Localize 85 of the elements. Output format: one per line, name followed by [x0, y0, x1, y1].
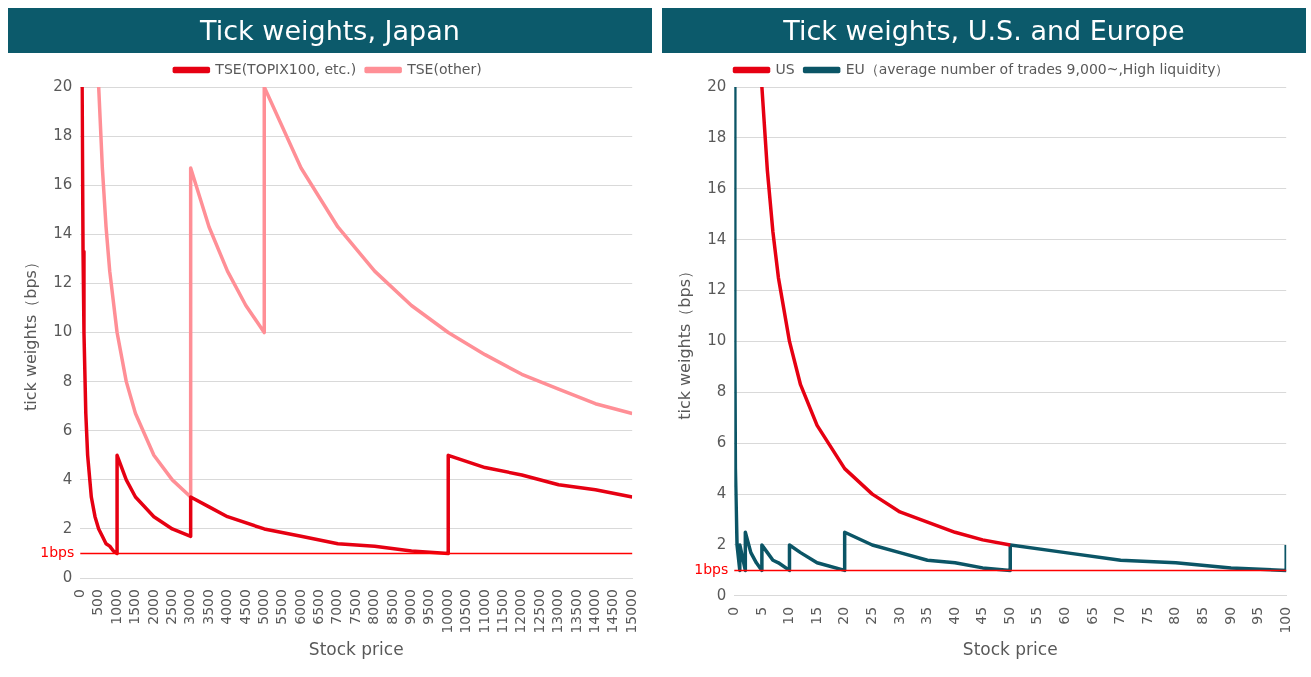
x-tick-label: 10000 — [438, 589, 455, 634]
y-tick-label: 18 — [53, 126, 73, 144]
x-tick-label: 4500 — [236, 589, 253, 625]
x-tick-label: 13500 — [567, 589, 584, 634]
y-axis-title: tick weights（bps） — [674, 263, 694, 420]
y-tick-label: 12 — [707, 280, 727, 299]
legend-label: TSE(TOPIX100, etc.) — [214, 60, 357, 77]
x-tick-label: 14000 — [586, 589, 603, 634]
x-axis-title: Stock price — [308, 639, 404, 660]
x-tick-label: 7500 — [346, 589, 363, 625]
y-tick-label: 0 — [62, 567, 73, 586]
ref-line-label: 1bps — [694, 561, 729, 578]
x-tick-label: 60 — [1056, 606, 1073, 625]
x-tick-label: 3000 — [181, 589, 198, 625]
x-tick-label: 95 — [1249, 606, 1266, 625]
x-tick-label: 9500 — [420, 589, 437, 625]
x-tick-label: 70 — [1111, 606, 1128, 625]
x-tick-label: 13000 — [549, 589, 566, 634]
y-tick-label: 10 — [707, 331, 727, 350]
x-tick-label: 4000 — [218, 589, 235, 625]
chart-title: Tick weights, U.S. and Europe — [662, 8, 1306, 53]
y-tick-label: 14 — [707, 229, 727, 248]
x-tick-label: 15000 — [622, 589, 639, 634]
x-tick-label: 6000 — [291, 589, 308, 625]
x-tick-label: 5 — [752, 606, 769, 616]
x-axis-title: Stock price — [962, 639, 1058, 660]
y-tick-label: 12 — [53, 273, 73, 292]
x-tick-label: 1000 — [107, 589, 124, 625]
x-tick-label: 75 — [1138, 606, 1155, 625]
x-tick-label: 11500 — [494, 589, 511, 634]
x-tick-label: 2000 — [144, 589, 161, 625]
legend-label: TSE(other) — [406, 60, 482, 77]
y-tick-label: 10 — [53, 322, 73, 341]
x-tick-label: 0 — [724, 606, 741, 616]
y-tick-label: 6 — [716, 433, 727, 452]
x-tick-label: 5000 — [254, 589, 271, 625]
x-tick-label: 65 — [1083, 606, 1100, 625]
x-tick-label: 80 — [1166, 606, 1183, 625]
x-tick-label: 500 — [89, 589, 106, 616]
y-tick-label: 16 — [53, 175, 73, 194]
x-tick-label: 45 — [973, 606, 990, 625]
x-tick-label: 14500 — [604, 589, 621, 634]
x-tick-label: 5500 — [273, 589, 290, 625]
x-tick-label: 2500 — [162, 589, 179, 625]
x-tick-label: 85 — [1194, 606, 1211, 625]
y-tick-label: 4 — [62, 469, 73, 488]
y-tick-label: 8 — [62, 371, 73, 390]
y-tick-label: 2 — [62, 518, 73, 537]
x-tick-label: 50 — [1000, 606, 1017, 625]
x-tick-label: 90 — [1221, 606, 1238, 625]
ref-line-label: 1bps — [40, 544, 75, 561]
y-tick-label: 4 — [716, 483, 727, 502]
x-tick-label: 100 — [1276, 606, 1293, 634]
x-tick-label: 9000 — [402, 589, 419, 625]
x-tick-label: 35 — [918, 606, 935, 625]
y-tick-label: 8 — [716, 382, 727, 401]
y-axis-title: tick weights（bps） — [20, 254, 40, 411]
x-tick-label: 8500 — [383, 589, 400, 625]
y-tick-label: 20 — [707, 76, 727, 95]
y-tick-label: 18 — [707, 127, 727, 146]
x-tick-label: 1500 — [126, 589, 143, 625]
x-tick-label: 40 — [945, 606, 962, 625]
y-tick-label: 16 — [707, 178, 727, 197]
chart-title: Tick weights, Japan — [8, 8, 652, 53]
x-tick-label: 3500 — [199, 589, 216, 625]
y-tick-label: 2 — [716, 534, 727, 553]
x-tick-label: 10 — [780, 606, 797, 625]
y-tick-label: 6 — [62, 420, 73, 439]
x-tick-label: 55 — [1028, 606, 1045, 625]
x-tick-label: 10500 — [457, 589, 474, 634]
x-tick-label: 25 — [862, 606, 879, 625]
x-tick-label: 6500 — [310, 589, 327, 625]
y-tick-label: 20 — [53, 76, 73, 95]
legend-label: EU（average number of trades 9,000~,High liquidity） — [845, 60, 1230, 77]
x-tick-label: 8000 — [365, 589, 382, 625]
x-tick-label: 30 — [890, 606, 907, 625]
x-tick-label: 12000 — [512, 589, 529, 634]
x-tick-label: 11000 — [475, 589, 492, 634]
x-tick-label: 12500 — [530, 589, 547, 634]
x-tick-label: 15 — [807, 606, 824, 625]
legend-label: US — [775, 60, 795, 77]
x-tick-label: 20 — [835, 606, 852, 625]
y-tick-label: 14 — [53, 224, 73, 243]
x-tick-label: 7000 — [328, 589, 345, 625]
x-tick-label: 0 — [70, 589, 87, 598]
